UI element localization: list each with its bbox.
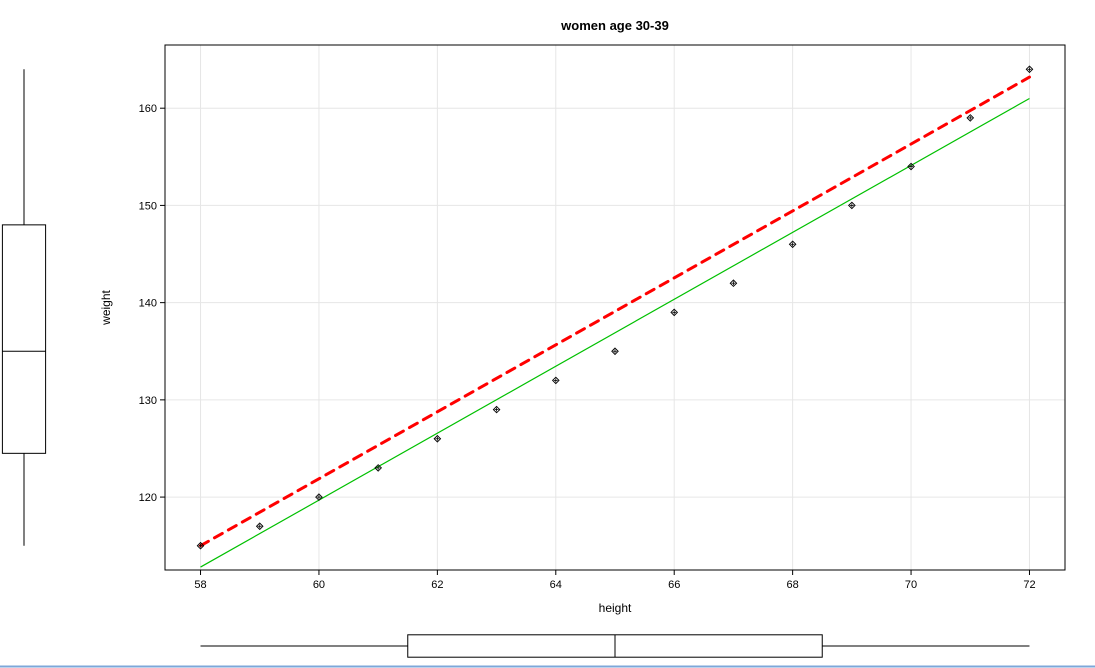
x-tick-label: 70 (905, 579, 917, 591)
x-tick-label: 72 (1023, 579, 1035, 591)
chart-svg: 58 60 62 64 66 68 70 72 120 130 140 150 160 height wei… (0, 0, 1095, 668)
x-tick-label: 64 (550, 579, 562, 591)
y-axis-label: weight (99, 289, 113, 325)
x-tick-label: 66 (668, 579, 680, 591)
x-tick-label: 62 (431, 579, 443, 591)
chart-title: women age 30-39 (560, 18, 669, 33)
y-tick-label: 130 (139, 395, 157, 407)
chart-container: 58 60 62 64 66 68 70 72 120 130 140 150 160 height wei… (0, 0, 1095, 668)
x-axis-label: height (599, 601, 632, 615)
x-tick-label: 68 (787, 579, 799, 591)
x-tick-label: 60 (313, 579, 325, 591)
y-tick-label: 150 (139, 200, 157, 212)
y-tick-label: 160 (139, 103, 157, 115)
x-tick-label: 58 (194, 579, 206, 591)
y-tick-label: 140 (139, 298, 157, 310)
y-tick-label: 120 (139, 492, 157, 504)
